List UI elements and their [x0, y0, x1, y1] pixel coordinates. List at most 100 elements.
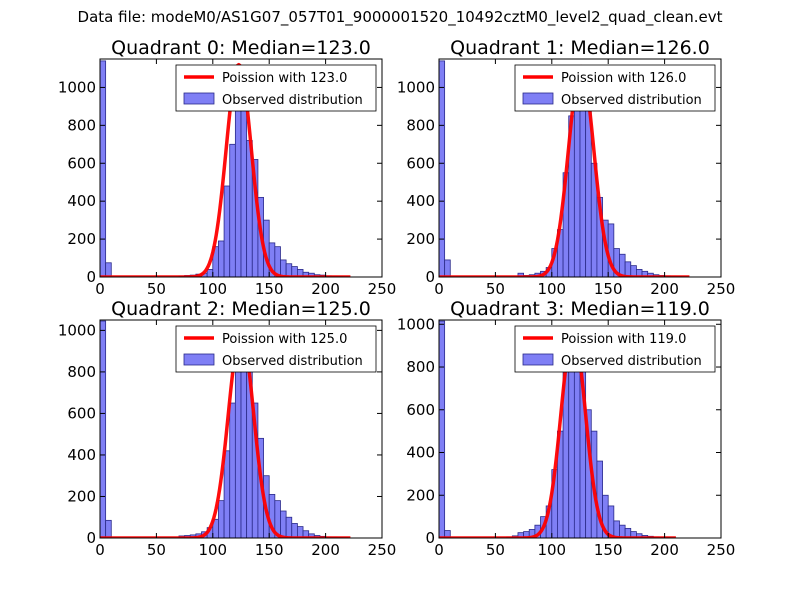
histogram-bar	[286, 517, 292, 538]
histogram-bar	[280, 260, 286, 277]
legend-bar-swatch	[523, 354, 553, 365]
histogram-bar	[235, 362, 241, 538]
histogram-bar	[614, 521, 620, 538]
subplot-2: 0 50 100 150 200 250 0 200 400 600 800 1000 Quadrant…	[58, 298, 397, 559]
y-tick-label: 600	[67, 404, 96, 422]
x-tick-label: 250	[368, 280, 397, 298]
y-tick-label: 1000	[397, 78, 435, 96]
y-tick-label: 800	[406, 358, 435, 376]
y-tick-label: 0	[425, 268, 435, 286]
histogram-bar	[280, 511, 286, 538]
subplot-title: Quadrant 2: Median=125.0	[111, 298, 371, 320]
histogram-bar	[580, 91, 586, 277]
x-tick-label: 200	[650, 280, 679, 298]
x-tick-label: 50	[147, 280, 166, 298]
histogram-bar	[292, 523, 298, 538]
y-tick-label: 400	[406, 444, 435, 462]
legend-bar-swatch	[184, 354, 214, 365]
x-tick-label: 50	[147, 541, 166, 559]
legend: Poission with 123.0 Observed distribution	[176, 65, 376, 111]
x-tick-label: 150	[594, 280, 623, 298]
legend-label-observed: Observed distribution	[222, 93, 363, 108]
legend-bar-swatch	[184, 93, 214, 104]
x-tick-label: 150	[255, 541, 284, 559]
y-tick-label: 600	[67, 154, 96, 172]
legend-label-poisson: Poission with 119.0	[561, 332, 686, 347]
y-tick-label: 800	[67, 116, 96, 134]
figure-suptitle: Data file: modeM0/AS1G07_057T01_90000015…	[0, 8, 800, 26]
x-tick-label: 0	[434, 280, 444, 298]
subplot-title: Quadrant 1: Median=126.0	[450, 37, 710, 59]
y-tick-label: 800	[67, 363, 96, 381]
y-tick-label: 0	[425, 529, 435, 547]
histogram-bar	[106, 263, 112, 277]
x-tick-label: 200	[650, 541, 679, 559]
x-tick-label: 50	[486, 541, 505, 559]
y-tick-label: 0	[86, 268, 96, 286]
y-tick-label: 400	[67, 192, 96, 210]
histogram-bar	[218, 501, 224, 538]
y-tick-label: 800	[406, 116, 435, 134]
histogram-bar	[286, 264, 292, 277]
y-tick-label: 200	[406, 486, 435, 504]
x-tick-label: 250	[368, 541, 397, 559]
x-tick-label: 150	[594, 541, 623, 559]
subplot-1: 0 50 100 150 200 250 0 200 400 600 800 1000 Quadrant…	[397, 37, 736, 298]
legend: Poission with 125.0 Observed distribution	[176, 326, 376, 372]
y-tick-label: 1000	[397, 315, 435, 333]
x-tick-label: 100	[198, 280, 227, 298]
subplot-title: Quadrant 0: Median=123.0	[111, 37, 371, 59]
x-tick-label: 50	[486, 280, 505, 298]
legend-bar-swatch	[523, 93, 553, 104]
y-tick-label: 600	[406, 401, 435, 419]
histogram-bar	[439, 61, 445, 277]
y-tick-label: 1000	[58, 321, 96, 339]
y-tick-label: 0	[86, 529, 96, 547]
subplot-title: Quadrant 3: Median=119.0	[450, 298, 710, 320]
subplot-3: 0 50 100 150 200 250 0 200 400 600 800 1000 Quadrant…	[397, 298, 736, 559]
histogram-bar	[218, 241, 224, 277]
x-tick-label: 0	[95, 280, 105, 298]
x-tick-label: 100	[537, 541, 566, 559]
subplot-0: 0 50 100 150 200 250 0 200 400 600 800 1000 Quadrant…	[58, 37, 397, 298]
y-tick-label: 200	[406, 230, 435, 248]
histogram-bar	[574, 87, 580, 277]
histogram-bar	[230, 403, 236, 538]
legend-label-poisson: Poission with 123.0	[222, 71, 347, 86]
histogram-bar	[207, 269, 213, 277]
x-tick-label: 0	[95, 541, 105, 559]
x-tick-label: 200	[311, 280, 340, 298]
histogram-bar	[230, 144, 236, 277]
histogram-bar	[439, 321, 445, 538]
y-tick-label: 200	[67, 230, 96, 248]
x-tick-label: 250	[707, 541, 736, 559]
x-tick-label: 200	[311, 541, 340, 559]
histogram-bar	[445, 260, 451, 277]
x-tick-label: 100	[198, 541, 227, 559]
legend-label-poisson: Poission with 125.0	[222, 332, 347, 347]
y-tick-label: 600	[406, 154, 435, 172]
histogram-bar	[224, 186, 230, 277]
histogram-bar	[235, 106, 241, 277]
histogram-bar	[619, 525, 625, 538]
histogram-bar	[625, 262, 631, 277]
histogram-bar	[100, 321, 106, 538]
x-tick-label: 100	[537, 280, 566, 298]
legend-label-observed: Observed distribution	[561, 354, 702, 369]
legend-label-observed: Observed distribution	[561, 93, 702, 108]
y-tick-label: 200	[67, 487, 96, 505]
legend-label-observed: Observed distribution	[222, 354, 363, 369]
y-tick-label: 1000	[58, 78, 96, 96]
x-tick-label: 0	[434, 541, 444, 559]
histogram-bar	[100, 61, 106, 277]
histogram-bar	[106, 520, 112, 538]
legend-label-poisson: Poission with 126.0	[561, 71, 686, 86]
legend: Poission with 126.0 Observed distribution	[515, 65, 715, 111]
histogram-bar	[241, 110, 247, 277]
x-tick-label: 150	[255, 280, 284, 298]
x-tick-label: 250	[707, 280, 736, 298]
y-tick-label: 400	[406, 192, 435, 210]
y-tick-label: 400	[67, 446, 96, 464]
